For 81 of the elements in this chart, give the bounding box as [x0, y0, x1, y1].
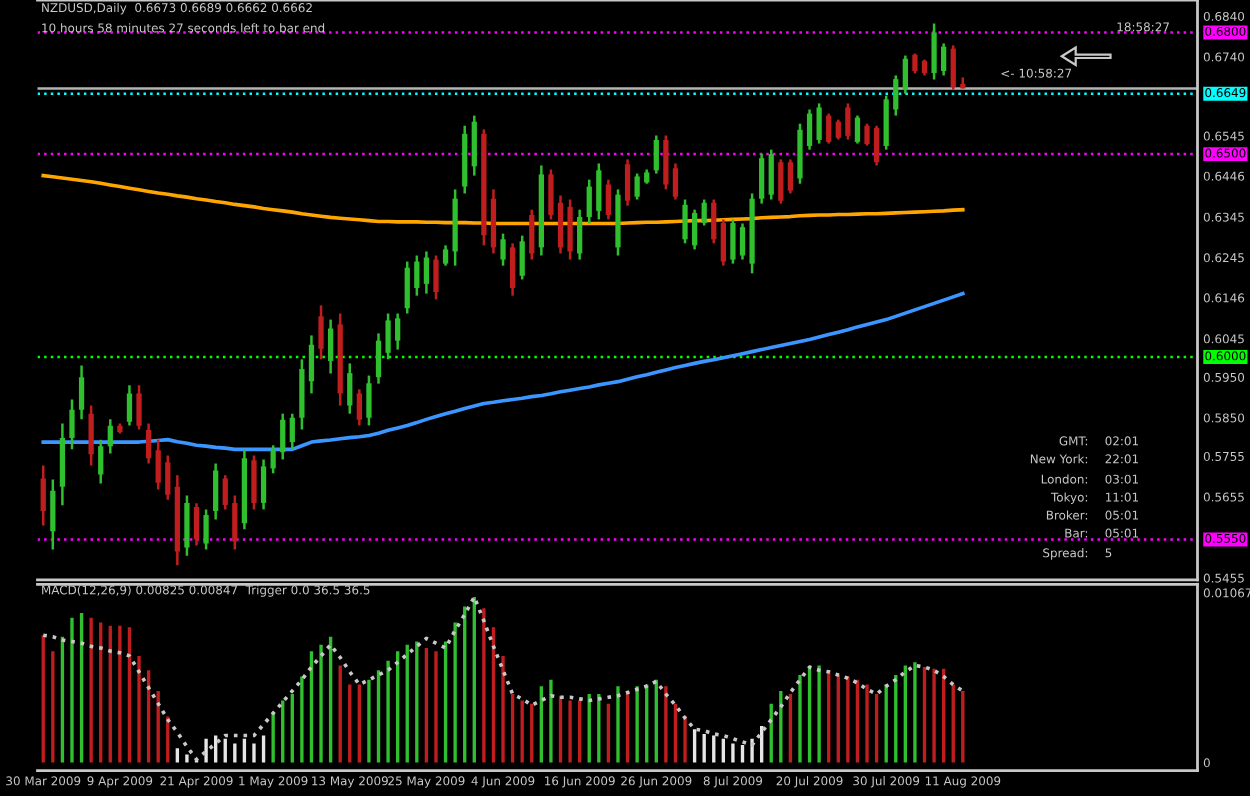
candlestick [529, 208, 535, 261]
candlestick [730, 218, 736, 265]
candlestick [816, 102, 822, 145]
candlestick [567, 198, 573, 261]
candlestick [624, 158, 631, 207]
candlestick [327, 318, 334, 375]
candlestick [155, 438, 161, 491]
candlestick [682, 198, 688, 245]
candlestick [50, 478, 56, 551]
candlestick [289, 412, 295, 451]
candlestick [778, 158, 784, 205]
candlestick [385, 312, 391, 361]
candlestick [883, 94, 889, 151]
candlestick [672, 162, 679, 201]
candlestick [222, 474, 228, 511]
candlestick [366, 374, 372, 427]
candlestick [232, 494, 238, 551]
candlestick [950, 44, 956, 91]
candlestick [596, 162, 602, 221]
candlestick [433, 254, 439, 301]
candlestick [577, 208, 583, 261]
candlestick [845, 102, 851, 141]
candlestick [586, 178, 592, 225]
candlestick [184, 494, 190, 557]
candlestick [768, 148, 774, 201]
candlestick [270, 444, 276, 475]
candlestick [347, 362, 353, 415]
candlestick [557, 194, 564, 255]
candlestick [98, 438, 104, 485]
candlestick [720, 218, 726, 267]
candlestick [107, 418, 113, 455]
candlestick [500, 232, 506, 267]
candlestick [519, 234, 525, 281]
candlestick [260, 458, 267, 511]
candlestick [165, 454, 171, 501]
candlestick [663, 134, 669, 191]
candlestick [787, 158, 794, 195]
candlestick [826, 112, 832, 145]
candlestick [136, 384, 142, 431]
candlestick [193, 502, 200, 547]
candlestick [854, 114, 861, 145]
candlestick [548, 168, 554, 221]
candlestick [806, 108, 813, 151]
candlestick [701, 198, 707, 227]
candlestick [893, 74, 899, 117]
candlestick [471, 114, 477, 177]
candlestick [40, 464, 46, 527]
candlestick [509, 242, 516, 297]
candlestick [711, 198, 717, 245]
candlestick [653, 134, 659, 175]
candlestick [691, 208, 698, 251]
candlestick [145, 422, 152, 465]
candlestick [423, 250, 430, 295]
candlestick [414, 254, 420, 297]
candlestick [404, 260, 410, 315]
candlestick [318, 304, 324, 361]
candlestick [931, 22, 937, 81]
candlestick [375, 332, 382, 385]
candlestick [308, 334, 315, 395]
candlestick [902, 54, 908, 95]
candlestick [605, 178, 612, 221]
candlestick [88, 404, 94, 467]
candlestick [634, 172, 640, 201]
candlestick [69, 398, 75, 451]
candlestick [213, 462, 219, 521]
candlestick [126, 384, 133, 427]
candlestick [912, 52, 918, 75]
candlestick [395, 312, 401, 351]
candlestick [873, 124, 880, 167]
candlestick [759, 152, 765, 205]
candlestick [739, 222, 746, 261]
candlestick [442, 244, 449, 267]
candlestick [203, 508, 209, 551]
candlestick [835, 118, 841, 141]
candlestick [356, 388, 362, 427]
candlestick [251, 454, 257, 511]
candlestick [280, 412, 286, 461]
candlestick [941, 42, 947, 77]
line-series [41, 595, 965, 762]
candlestick [78, 364, 85, 421]
candlestick [864, 122, 870, 147]
